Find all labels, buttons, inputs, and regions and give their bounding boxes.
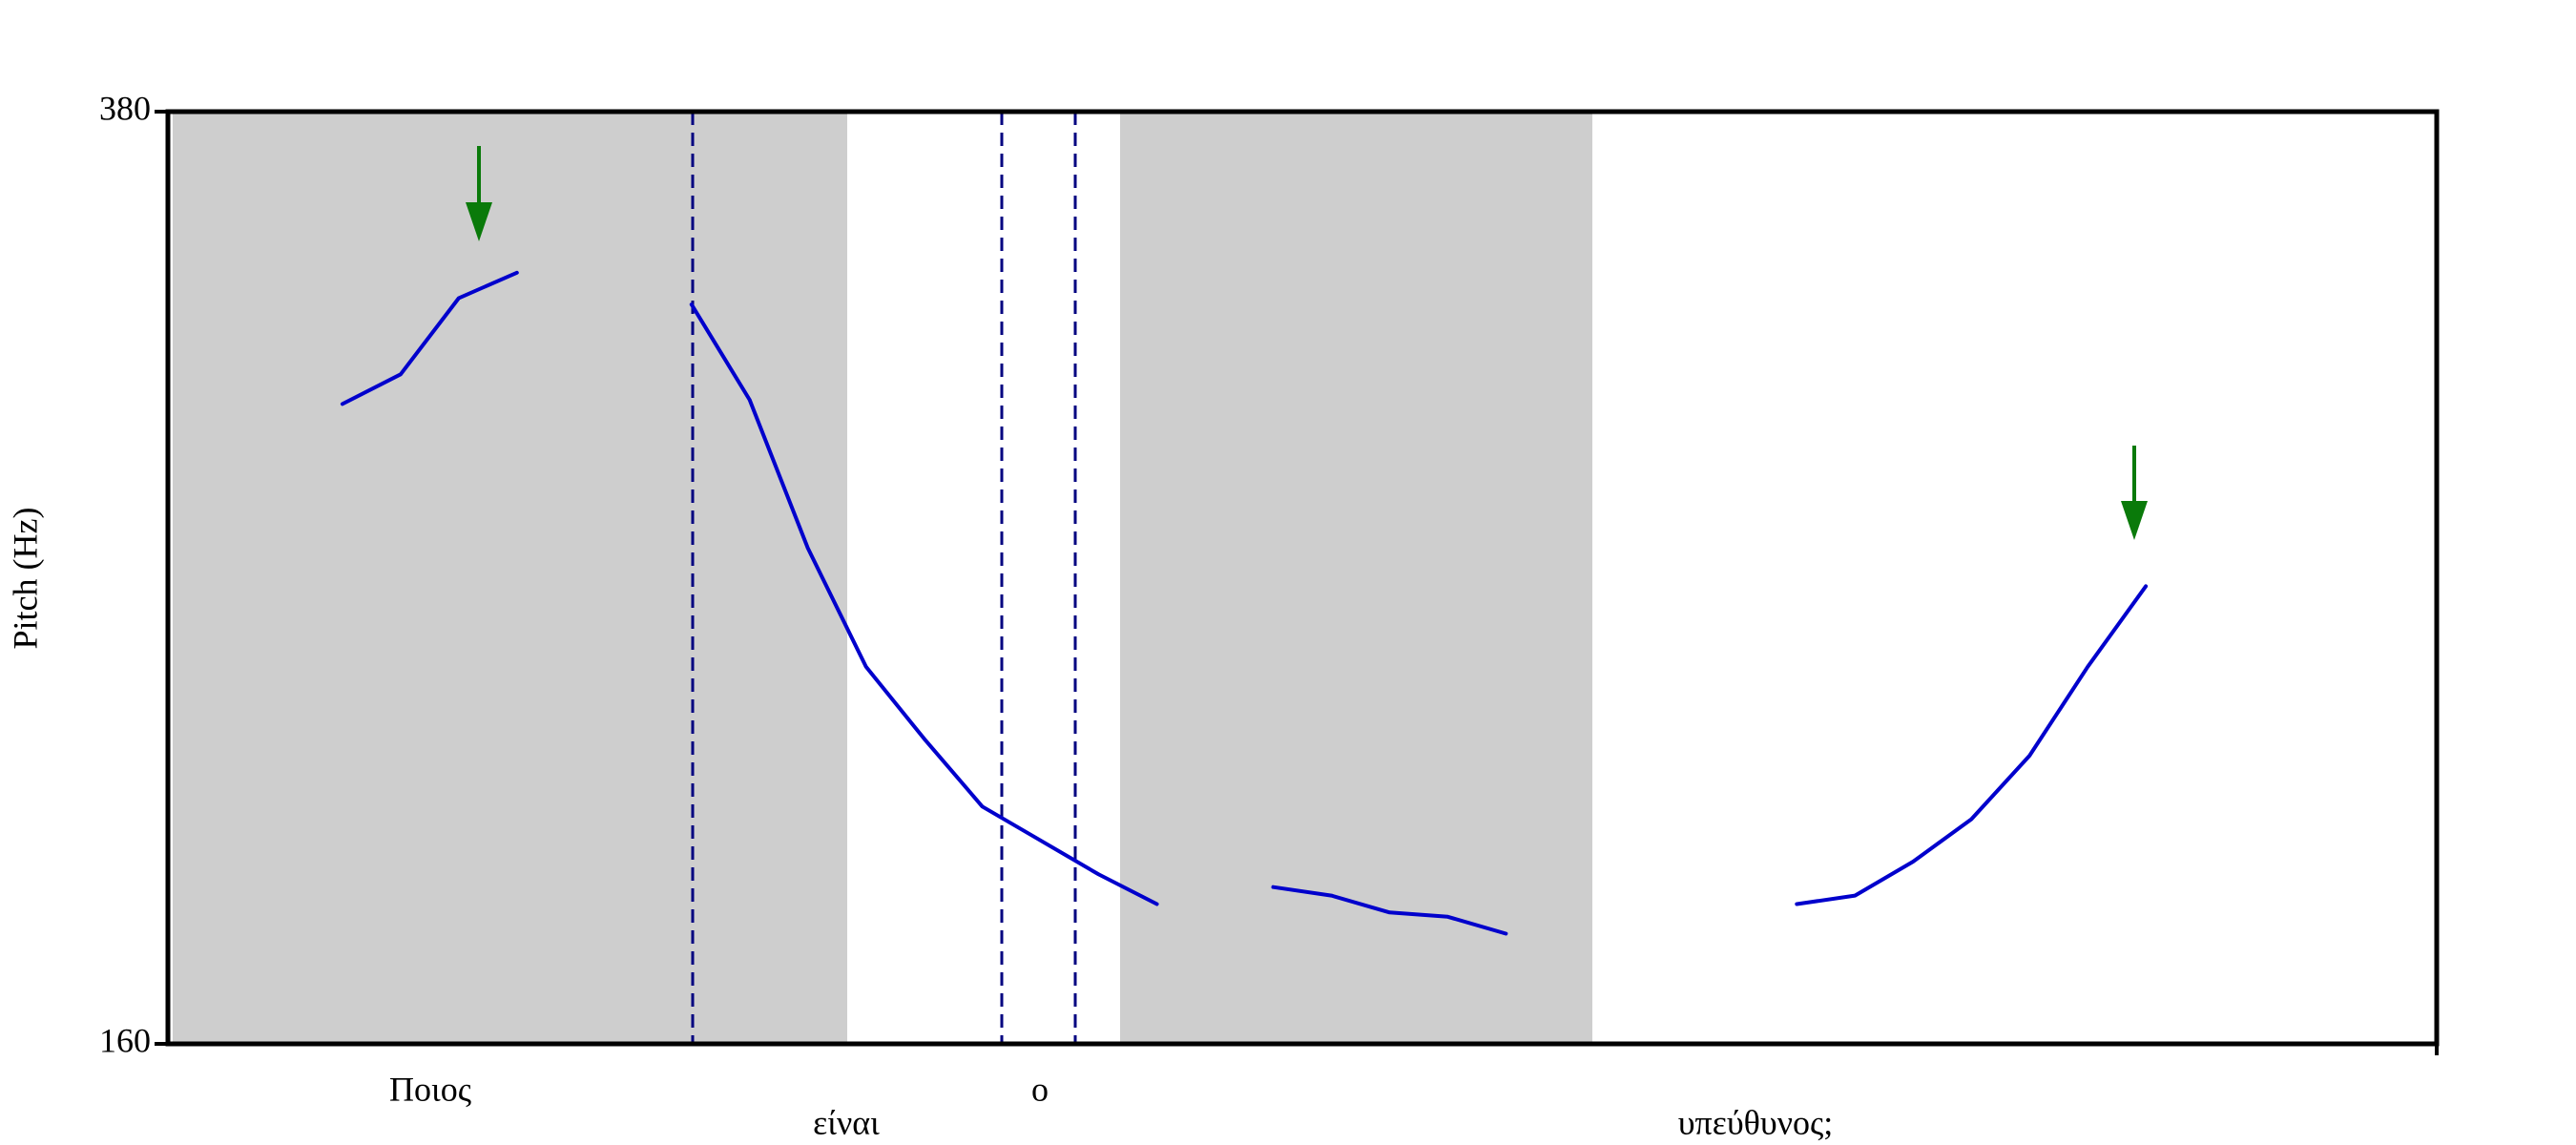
shaded-interval	[1120, 112, 1592, 1044]
y-axis-label: Pitch (Hz)	[6, 508, 44, 650]
arrow-head	[466, 202, 492, 241]
arrow-head	[2121, 501, 2148, 540]
shaded-interval	[173, 112, 847, 1044]
pitch-contour	[340, 270, 519, 406]
pitch-contour	[1271, 885, 1508, 936]
word-label: είναι	[813, 1103, 880, 1141]
word-label: ο	[1031, 1070, 1049, 1108]
boundaries	[691, 112, 1077, 1044]
word-label: Ποιος	[389, 1070, 471, 1108]
pitch-contour	[1795, 584, 2149, 906]
word-label: υπεύθυνος;	[1678, 1103, 1834, 1141]
arrows	[466, 146, 2148, 540]
y-tick-label: 160	[99, 1021, 151, 1059]
pitch-contour	[689, 302, 1159, 906]
y-tick-label: 380	[99, 89, 151, 127]
plot-frame	[165, 109, 2440, 1047]
